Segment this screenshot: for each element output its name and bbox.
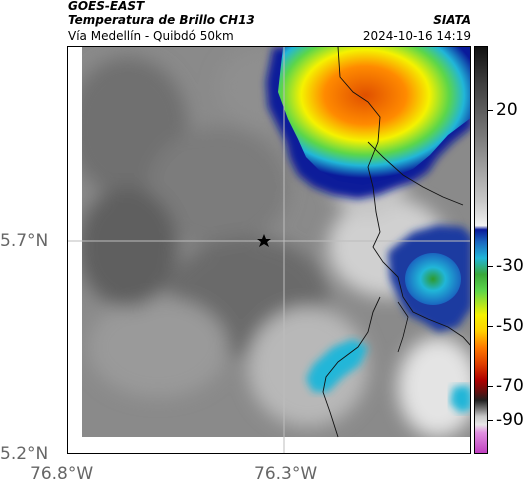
colorbar-label-m90: -90: [496, 410, 524, 430]
cold-patch-south: [306, 339, 368, 392]
product-title: Temperatura de Brillo CH13: [68, 13, 255, 27]
brightness-temperature-image: [68, 47, 470, 453]
colorbar-label-m50: -50: [496, 316, 524, 336]
lat-label-5-7: 5.7°N: [0, 231, 49, 251]
colorbar-tick-20: [488, 110, 493, 111]
lon-label-76-3: 76.3°W: [254, 464, 318, 484]
satellite-title: GOES-EAST: [68, 0, 145, 13]
satellite-map[interactable]: [67, 46, 471, 454]
colorbar-label-20: 20: [496, 100, 518, 120]
department-boundary-3: [322, 296, 381, 438]
lon-label-76-8: 76.8°W: [30, 464, 94, 484]
department-boundary: [337, 47, 470, 346]
colorbar-tick-m50: [488, 326, 493, 327]
cold-patch-southeast: [450, 385, 470, 413]
organization-label: SIATA: [433, 13, 471, 27]
municipal-boundary: [397, 301, 409, 353]
star-icon[interactable]: [257, 234, 271, 247]
colorbar-tick-m70: [488, 386, 493, 387]
region-subtitle: Vía Medellín - Quibdó 50km: [68, 29, 234, 43]
datetime-label: 2024-10-16 14:19: [362, 29, 471, 43]
convective-cloud-north: [266, 47, 470, 199]
colorbar-label-m30: -30: [496, 256, 524, 276]
colorbar-label-m70: -70: [496, 376, 524, 396]
colorbar-tick-m30: [488, 266, 493, 267]
colorbar-tick-m90: [488, 420, 493, 421]
color-scale-bar: [474, 46, 488, 454]
department-boundary-2: [367, 141, 464, 206]
lat-label-5-2: 5.2°N: [0, 444, 49, 464]
